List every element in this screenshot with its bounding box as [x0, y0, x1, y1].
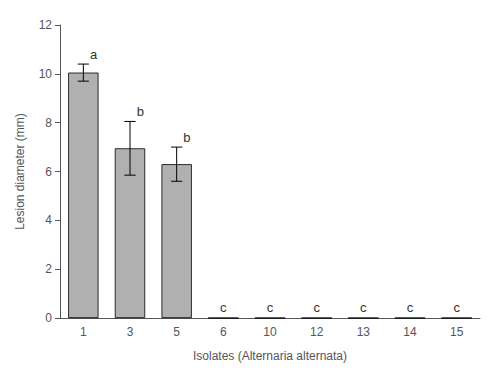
svg-text:10: 10	[39, 67, 53, 81]
svg-text:b: b	[137, 104, 144, 119]
svg-text:4: 4	[45, 213, 52, 227]
svg-text:14: 14	[403, 325, 417, 339]
svg-text:b: b	[183, 130, 190, 145]
svg-text:0: 0	[45, 311, 52, 325]
svg-text:c: c	[360, 300, 367, 315]
svg-text:Isolates (Alternaria alternata: Isolates (Alternaria alternata)	[193, 349, 347, 363]
svg-text:2: 2	[45, 262, 52, 276]
svg-text:Lesion diameter (mm): Lesion diameter (mm)	[13, 113, 27, 230]
svg-text:12: 12	[39, 18, 53, 32]
svg-text:5: 5	[173, 325, 180, 339]
svg-text:12: 12	[310, 325, 324, 339]
svg-text:c: c	[220, 300, 227, 315]
svg-text:15: 15	[450, 325, 464, 339]
svg-text:c: c	[407, 300, 414, 315]
svg-text:6: 6	[220, 325, 227, 339]
svg-text:c: c	[453, 300, 460, 315]
svg-text:a: a	[90, 47, 98, 62]
svg-text:3: 3	[127, 325, 134, 339]
svg-text:13: 13	[357, 325, 371, 339]
svg-text:6: 6	[45, 165, 52, 179]
svg-text:c: c	[313, 300, 320, 315]
svg-text:10: 10	[263, 325, 277, 339]
svg-text:8: 8	[45, 116, 52, 130]
svg-text:c: c	[267, 300, 274, 315]
svg-text:1: 1	[80, 325, 87, 339]
